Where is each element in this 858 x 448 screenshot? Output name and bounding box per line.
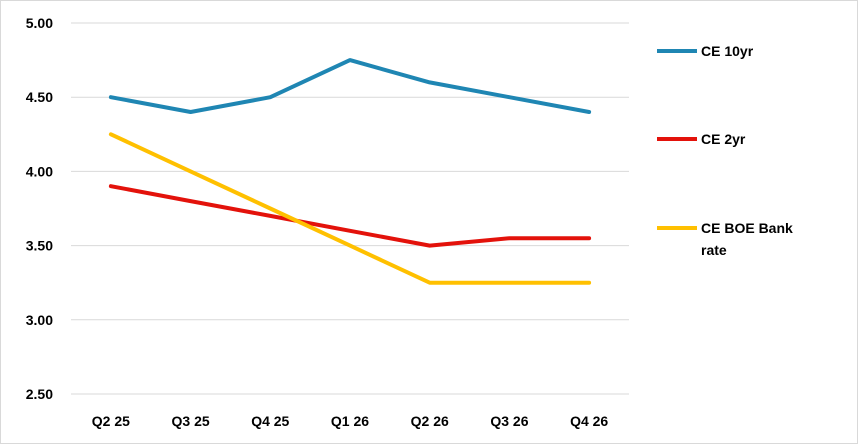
legend-label-ce-10yr: CE 10yr — [701, 43, 754, 59]
y-tick-label: 4.00 — [26, 163, 53, 179]
series-line-ce-boe-bank-rate — [108, 132, 592, 285]
x-tick-label: Q4 25 — [251, 413, 289, 429]
y-tick-label: 5.00 — [26, 15, 53, 31]
y-tick-label: 3.00 — [26, 312, 53, 328]
x-tick-label: Q2 25 — [92, 413, 130, 429]
series-line-ce-2yr — [108, 184, 592, 248]
gridlines — [71, 22, 629, 395]
x-tick-label: Q2 26 — [411, 413, 449, 429]
x-tick-label: Q3 25 — [172, 413, 210, 429]
legend-label-ce-boe-bank-rate: CE BOE Bank rate — [701, 217, 793, 261]
x-tick-label: Q4 26 — [570, 413, 608, 429]
y-tick-label: 2.50 — [26, 386, 53, 402]
y-tick-label: 3.50 — [26, 238, 53, 254]
x-tick-label: Q3 26 — [490, 413, 528, 429]
y-tick-label: 4.50 — [26, 89, 53, 105]
x-axis-tick-labels: Q2 25 Q3 25 Q4 25 Q1 26 Q2 26 Q3 26 Q4 26 — [92, 413, 609, 429]
series-lines — [108, 58, 592, 285]
legend-swatches — [657, 49, 697, 230]
legend-label-line1: CE BOE Bank — [701, 220, 793, 236]
series-line-ce-10yr — [108, 58, 592, 114]
x-tick-label: Q1 26 — [331, 413, 369, 429]
legend-label-ce-2yr: CE 2yr — [701, 131, 746, 147]
y-axis-tick-labels: 2.50 3.00 3.50 4.00 4.50 5.00 — [26, 15, 53, 402]
legend-label-line2: rate — [701, 242, 727, 258]
